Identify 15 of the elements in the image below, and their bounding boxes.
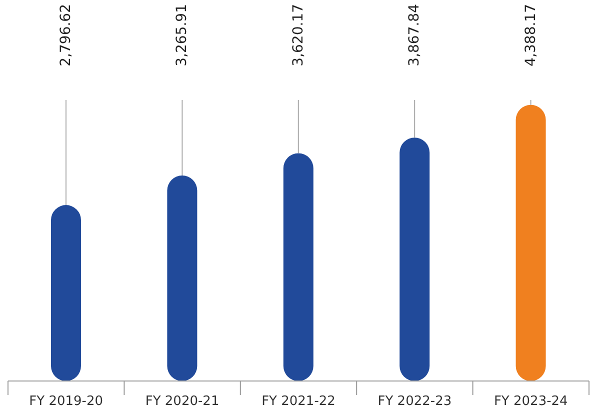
data-label: 4,388.17 [522, 4, 539, 66]
data-label: 3,867.84 [406, 4, 423, 66]
x-tick-label: FY 2022-23 [378, 394, 452, 409]
x-tick-label: FY 2019-20 [29, 394, 104, 409]
x-tick-label: FY 2020-21 [145, 394, 220, 409]
data-label: 3,265.91 [174, 4, 190, 66]
bar [400, 138, 430, 381]
data-label: 3,620.17 [290, 4, 306, 66]
x-tick-label: FY 2021-22 [262, 394, 336, 409]
bar [516, 104, 546, 381]
bar [167, 176, 198, 381]
data-label: 2,796.62 [58, 4, 74, 66]
x-tick-label: FY 2023-24 [494, 394, 568, 409]
bar [50, 205, 81, 381]
bar [283, 153, 314, 381]
